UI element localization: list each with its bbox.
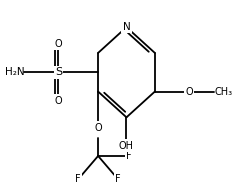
Text: O: O (94, 123, 102, 133)
Text: N: N (123, 22, 130, 32)
Text: O: O (55, 39, 62, 49)
Text: H₂N: H₂N (5, 67, 24, 77)
Text: O: O (55, 96, 62, 106)
Text: F: F (75, 174, 81, 184)
Text: F: F (115, 174, 121, 184)
Text: O: O (185, 87, 193, 97)
Text: F: F (126, 151, 132, 161)
Text: S: S (55, 67, 62, 77)
Text: CH₃: CH₃ (214, 87, 232, 97)
Text: OH: OH (119, 141, 134, 151)
